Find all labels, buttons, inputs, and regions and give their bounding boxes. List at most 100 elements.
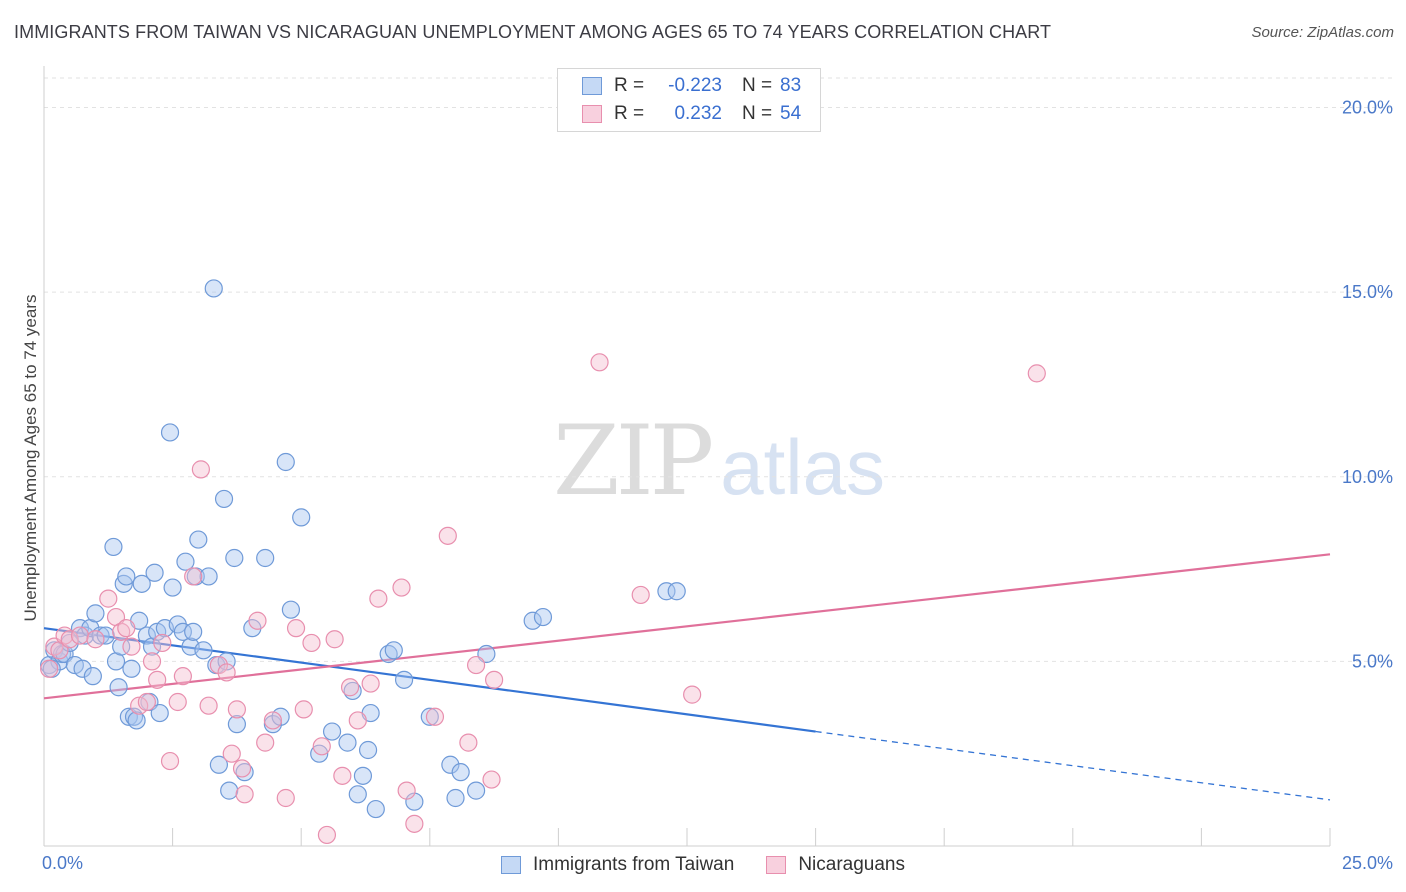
- correlation-legend: R = -0.223 N = 83 R = 0.232 N = 54: [557, 68, 821, 132]
- point-nicaraguan: [160, 751, 180, 771]
- point-taiwan: [114, 574, 133, 593]
- source-label: Source: ZipAtlas.com: [1251, 24, 1394, 41]
- point-taiwan: [73, 659, 92, 678]
- point-nicaraguan: [325, 630, 344, 649]
- point-taiwan: [160, 423, 180, 442]
- point-nicaraguan: [153, 633, 172, 653]
- point-nicaraguan: [405, 814, 424, 833]
- legend-swatch-taiwan: [582, 77, 602, 95]
- point-taiwan: [163, 578, 182, 597]
- point-taiwan: [281, 600, 301, 619]
- point-nicaraguan: [173, 667, 192, 686]
- point-nicaraguan: [317, 825, 337, 845]
- point-nicaraguan: [248, 611, 267, 630]
- legend-swatch-nicaraguans: [766, 856, 787, 874]
- legend-swatch-taiwan: [501, 856, 521, 874]
- point-nicaraguan: [70, 626, 90, 645]
- point-taiwan: [657, 582, 676, 601]
- point-taiwan: [137, 626, 156, 645]
- point-nicaraguan: [256, 733, 275, 752]
- point-nicaraguan: [286, 619, 306, 638]
- point-nicaraguan: [235, 785, 254, 804]
- point-taiwan: [189, 530, 208, 549]
- point-taiwan: [256, 548, 275, 568]
- point-nicaraguan: [232, 759, 252, 778]
- point-taiwan: [310, 744, 329, 763]
- point-taiwan: [338, 733, 357, 752]
- y-tick-label: 15.0%: [1342, 282, 1393, 302]
- legend-r-value: -0.223: [668, 75, 722, 96]
- trend-line-taiwan: [43, 627, 816, 733]
- point-nicaraguan: [302, 633, 321, 653]
- point-taiwan: [145, 563, 164, 582]
- point-taiwan: [204, 279, 223, 298]
- legend-item-nicaraguans[interactable]: Nicaraguans: [766, 854, 905, 876]
- legend-r-label: R =: [614, 75, 645, 96]
- point-taiwan: [132, 574, 151, 593]
- x-tick-label-min: 0.0%: [42, 853, 83, 873]
- point-taiwan: [194, 641, 213, 660]
- point-nicaraguan: [276, 788, 295, 808]
- point-taiwan: [109, 678, 128, 697]
- point-nicaraguan: [184, 567, 203, 586]
- trend-line-taiwan-extrapolated: [815, 730, 1331, 801]
- chart-title: IMMIGRANTS FROM TAIWAN VS NICARAGUAN UNE…: [14, 22, 1052, 42]
- point-taiwan: [214, 489, 234, 509]
- legend-r-label: R =: [614, 103, 645, 124]
- point-nicaraguan: [99, 589, 118, 608]
- point-nicaraguan: [348, 711, 367, 730]
- y-tick-label: 20.0%: [1342, 98, 1393, 118]
- point-taiwan: [122, 659, 141, 678]
- tick-labels: 5.0% 10.0% 15.0% 20.0% 0.0% 25.0%: [42, 98, 1393, 873]
- point-nicaraguan: [217, 663, 236, 682]
- point-taiwan: [523, 611, 542, 630]
- point-taiwan: [441, 755, 460, 774]
- point-nicaraguan: [631, 585, 650, 605]
- point-taiwan: [199, 567, 218, 586]
- point-taiwan: [477, 644, 496, 664]
- series-legend: Immigrants from Taiwan Nicaraguans: [0, 852, 1406, 878]
- point-nicaraguan: [466, 655, 486, 675]
- point-taiwan: [667, 582, 686, 601]
- point-nicaraguan: [459, 733, 478, 752]
- point-taiwan: [394, 670, 414, 689]
- point-nicaraguan: [60, 630, 79, 649]
- legend-n-value: 54: [780, 103, 802, 124]
- point-nicaraguan: [209, 655, 228, 675]
- point-nicaraguan: [263, 711, 283, 730]
- point-nicaraguan: [590, 353, 609, 372]
- point-nicaraguan: [333, 766, 352, 785]
- point-nicaraguan: [485, 670, 504, 689]
- legend-n-label: N =: [742, 103, 773, 124]
- legend-n-label: N =: [742, 75, 773, 96]
- point-nicaraguan: [392, 578, 411, 597]
- point-nicaraguan: [148, 670, 167, 689]
- trend-line-nicaraguans: [43, 553, 1331, 700]
- point-taiwan: [104, 537, 123, 557]
- point-taiwan: [366, 799, 385, 819]
- point-nicaraguan: [168, 692, 187, 712]
- point-taiwan: [348, 785, 367, 804]
- point-taiwan: [117, 567, 136, 586]
- point-taiwan: [225, 548, 244, 568]
- y-tick-label: 10.0%: [1342, 467, 1393, 487]
- point-taiwan: [466, 781, 486, 800]
- point-taiwan: [209, 755, 228, 774]
- point-nicaraguan: [222, 744, 241, 763]
- point-taiwan: [420, 707, 439, 726]
- point-nicaraguan: [1027, 364, 1046, 383]
- point-nicaraguan: [122, 637, 141, 656]
- data-points: [40, 279, 1046, 845]
- point-nicaraguan: [40, 659, 59, 678]
- point-taiwan: [150, 703, 169, 723]
- point-nicaraguan: [369, 589, 388, 608]
- point-nicaraguan: [294, 700, 313, 719]
- point-taiwan: [533, 607, 553, 627]
- point-taiwan: [176, 552, 195, 571]
- point-nicaraguan: [142, 652, 162, 671]
- legend-row-taiwan: R = -0.223 N = 83: [582, 73, 801, 99]
- grid-lines: [44, 77, 1394, 662]
- point-nicaraguan: [482, 770, 501, 789]
- legend-item-taiwan[interactable]: Immigrants from Taiwan: [501, 854, 734, 876]
